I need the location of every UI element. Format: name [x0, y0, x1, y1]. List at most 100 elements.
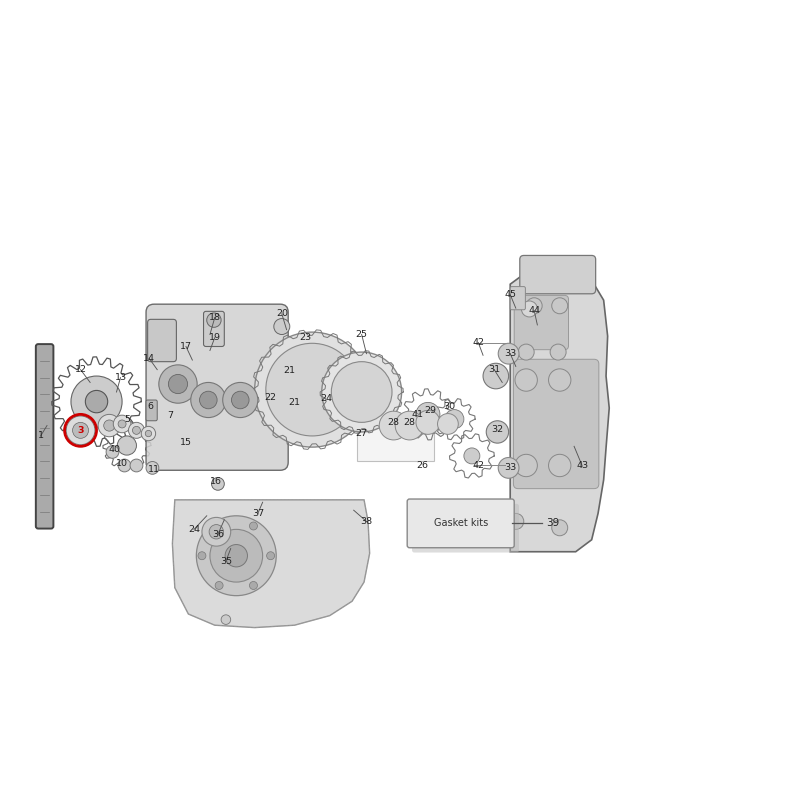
Text: 24: 24 — [321, 394, 333, 403]
Circle shape — [395, 411, 424, 440]
Circle shape — [250, 522, 258, 530]
Circle shape — [215, 522, 223, 530]
Circle shape — [133, 426, 141, 434]
FancyBboxPatch shape — [203, 311, 224, 346]
Circle shape — [483, 363, 509, 389]
Circle shape — [464, 448, 480, 464]
Text: 12: 12 — [74, 365, 86, 374]
Text: 40: 40 — [108, 445, 120, 454]
FancyBboxPatch shape — [514, 359, 599, 489]
Text: 5: 5 — [124, 415, 130, 425]
Circle shape — [550, 344, 566, 360]
FancyBboxPatch shape — [520, 255, 596, 294]
Circle shape — [196, 516, 276, 596]
Circle shape — [266, 552, 274, 560]
Text: 28: 28 — [388, 418, 400, 427]
FancyBboxPatch shape — [148, 319, 176, 362]
Circle shape — [416, 402, 440, 426]
Text: 13: 13 — [114, 373, 126, 382]
Circle shape — [526, 298, 542, 314]
Circle shape — [552, 298, 568, 314]
Circle shape — [518, 344, 534, 360]
Text: 19: 19 — [209, 334, 221, 342]
Text: 30: 30 — [443, 402, 455, 411]
Text: 16: 16 — [210, 477, 222, 486]
Text: 43: 43 — [576, 461, 588, 470]
FancyBboxPatch shape — [357, 414, 434, 462]
Circle shape — [129, 422, 145, 438]
Text: 32: 32 — [491, 425, 503, 434]
Circle shape — [508, 514, 524, 530]
Circle shape — [445, 410, 464, 429]
FancyBboxPatch shape — [36, 344, 54, 529]
Circle shape — [146, 462, 159, 474]
Circle shape — [66, 416, 95, 445]
FancyBboxPatch shape — [514, 295, 569, 350]
Text: 29: 29 — [424, 406, 436, 415]
Text: 11: 11 — [148, 465, 160, 474]
Circle shape — [104, 420, 115, 431]
Circle shape — [73, 422, 89, 438]
Circle shape — [98, 414, 121, 437]
Circle shape — [221, 615, 230, 625]
Text: 20: 20 — [276, 310, 288, 318]
Circle shape — [86, 390, 108, 413]
Circle shape — [522, 301, 538, 317]
Circle shape — [379, 411, 408, 440]
Circle shape — [118, 420, 126, 428]
Circle shape — [274, 318, 290, 334]
Text: 7: 7 — [167, 410, 173, 420]
Circle shape — [416, 410, 440, 434]
Circle shape — [198, 552, 206, 560]
Polygon shape — [172, 500, 370, 628]
Circle shape — [142, 426, 156, 441]
Text: 26: 26 — [416, 461, 428, 470]
Text: 23: 23 — [300, 334, 312, 342]
Text: 18: 18 — [209, 314, 221, 322]
Circle shape — [515, 454, 538, 477]
Circle shape — [222, 382, 258, 418]
Circle shape — [159, 365, 197, 403]
Circle shape — [438, 414, 458, 434]
Circle shape — [169, 374, 187, 394]
Circle shape — [118, 436, 137, 455]
FancyBboxPatch shape — [146, 400, 158, 421]
Text: 35: 35 — [220, 557, 232, 566]
Text: 15: 15 — [180, 438, 192, 447]
Circle shape — [486, 421, 509, 443]
Polygon shape — [510, 264, 610, 552]
Circle shape — [211, 478, 224, 490]
FancyBboxPatch shape — [412, 504, 519, 553]
Circle shape — [254, 332, 370, 447]
Circle shape — [199, 391, 217, 409]
Text: 31: 31 — [488, 365, 500, 374]
Circle shape — [549, 454, 571, 477]
Circle shape — [206, 313, 221, 327]
Text: 44: 44 — [528, 306, 540, 315]
Circle shape — [215, 582, 223, 590]
Circle shape — [552, 520, 568, 536]
Text: 45: 45 — [504, 290, 516, 299]
Circle shape — [209, 525, 223, 539]
Text: 1: 1 — [38, 431, 44, 441]
Circle shape — [231, 391, 249, 409]
Circle shape — [225, 545, 247, 567]
Text: 3: 3 — [78, 426, 84, 435]
Text: 28: 28 — [403, 418, 415, 427]
Text: 36: 36 — [212, 530, 224, 538]
Text: Gasket kits: Gasket kits — [434, 518, 488, 528]
Circle shape — [498, 458, 519, 478]
Circle shape — [322, 352, 402, 432]
Text: 42: 42 — [472, 338, 484, 347]
Text: 22: 22 — [265, 393, 277, 402]
Text: 38: 38 — [360, 517, 373, 526]
Text: 21: 21 — [284, 366, 296, 375]
Text: 27: 27 — [356, 429, 368, 438]
Text: 37: 37 — [252, 509, 264, 518]
Circle shape — [515, 369, 538, 391]
Circle shape — [190, 382, 226, 418]
Circle shape — [114, 415, 131, 433]
Text: 33: 33 — [504, 349, 516, 358]
Text: 14: 14 — [143, 354, 155, 363]
Circle shape — [498, 343, 519, 364]
